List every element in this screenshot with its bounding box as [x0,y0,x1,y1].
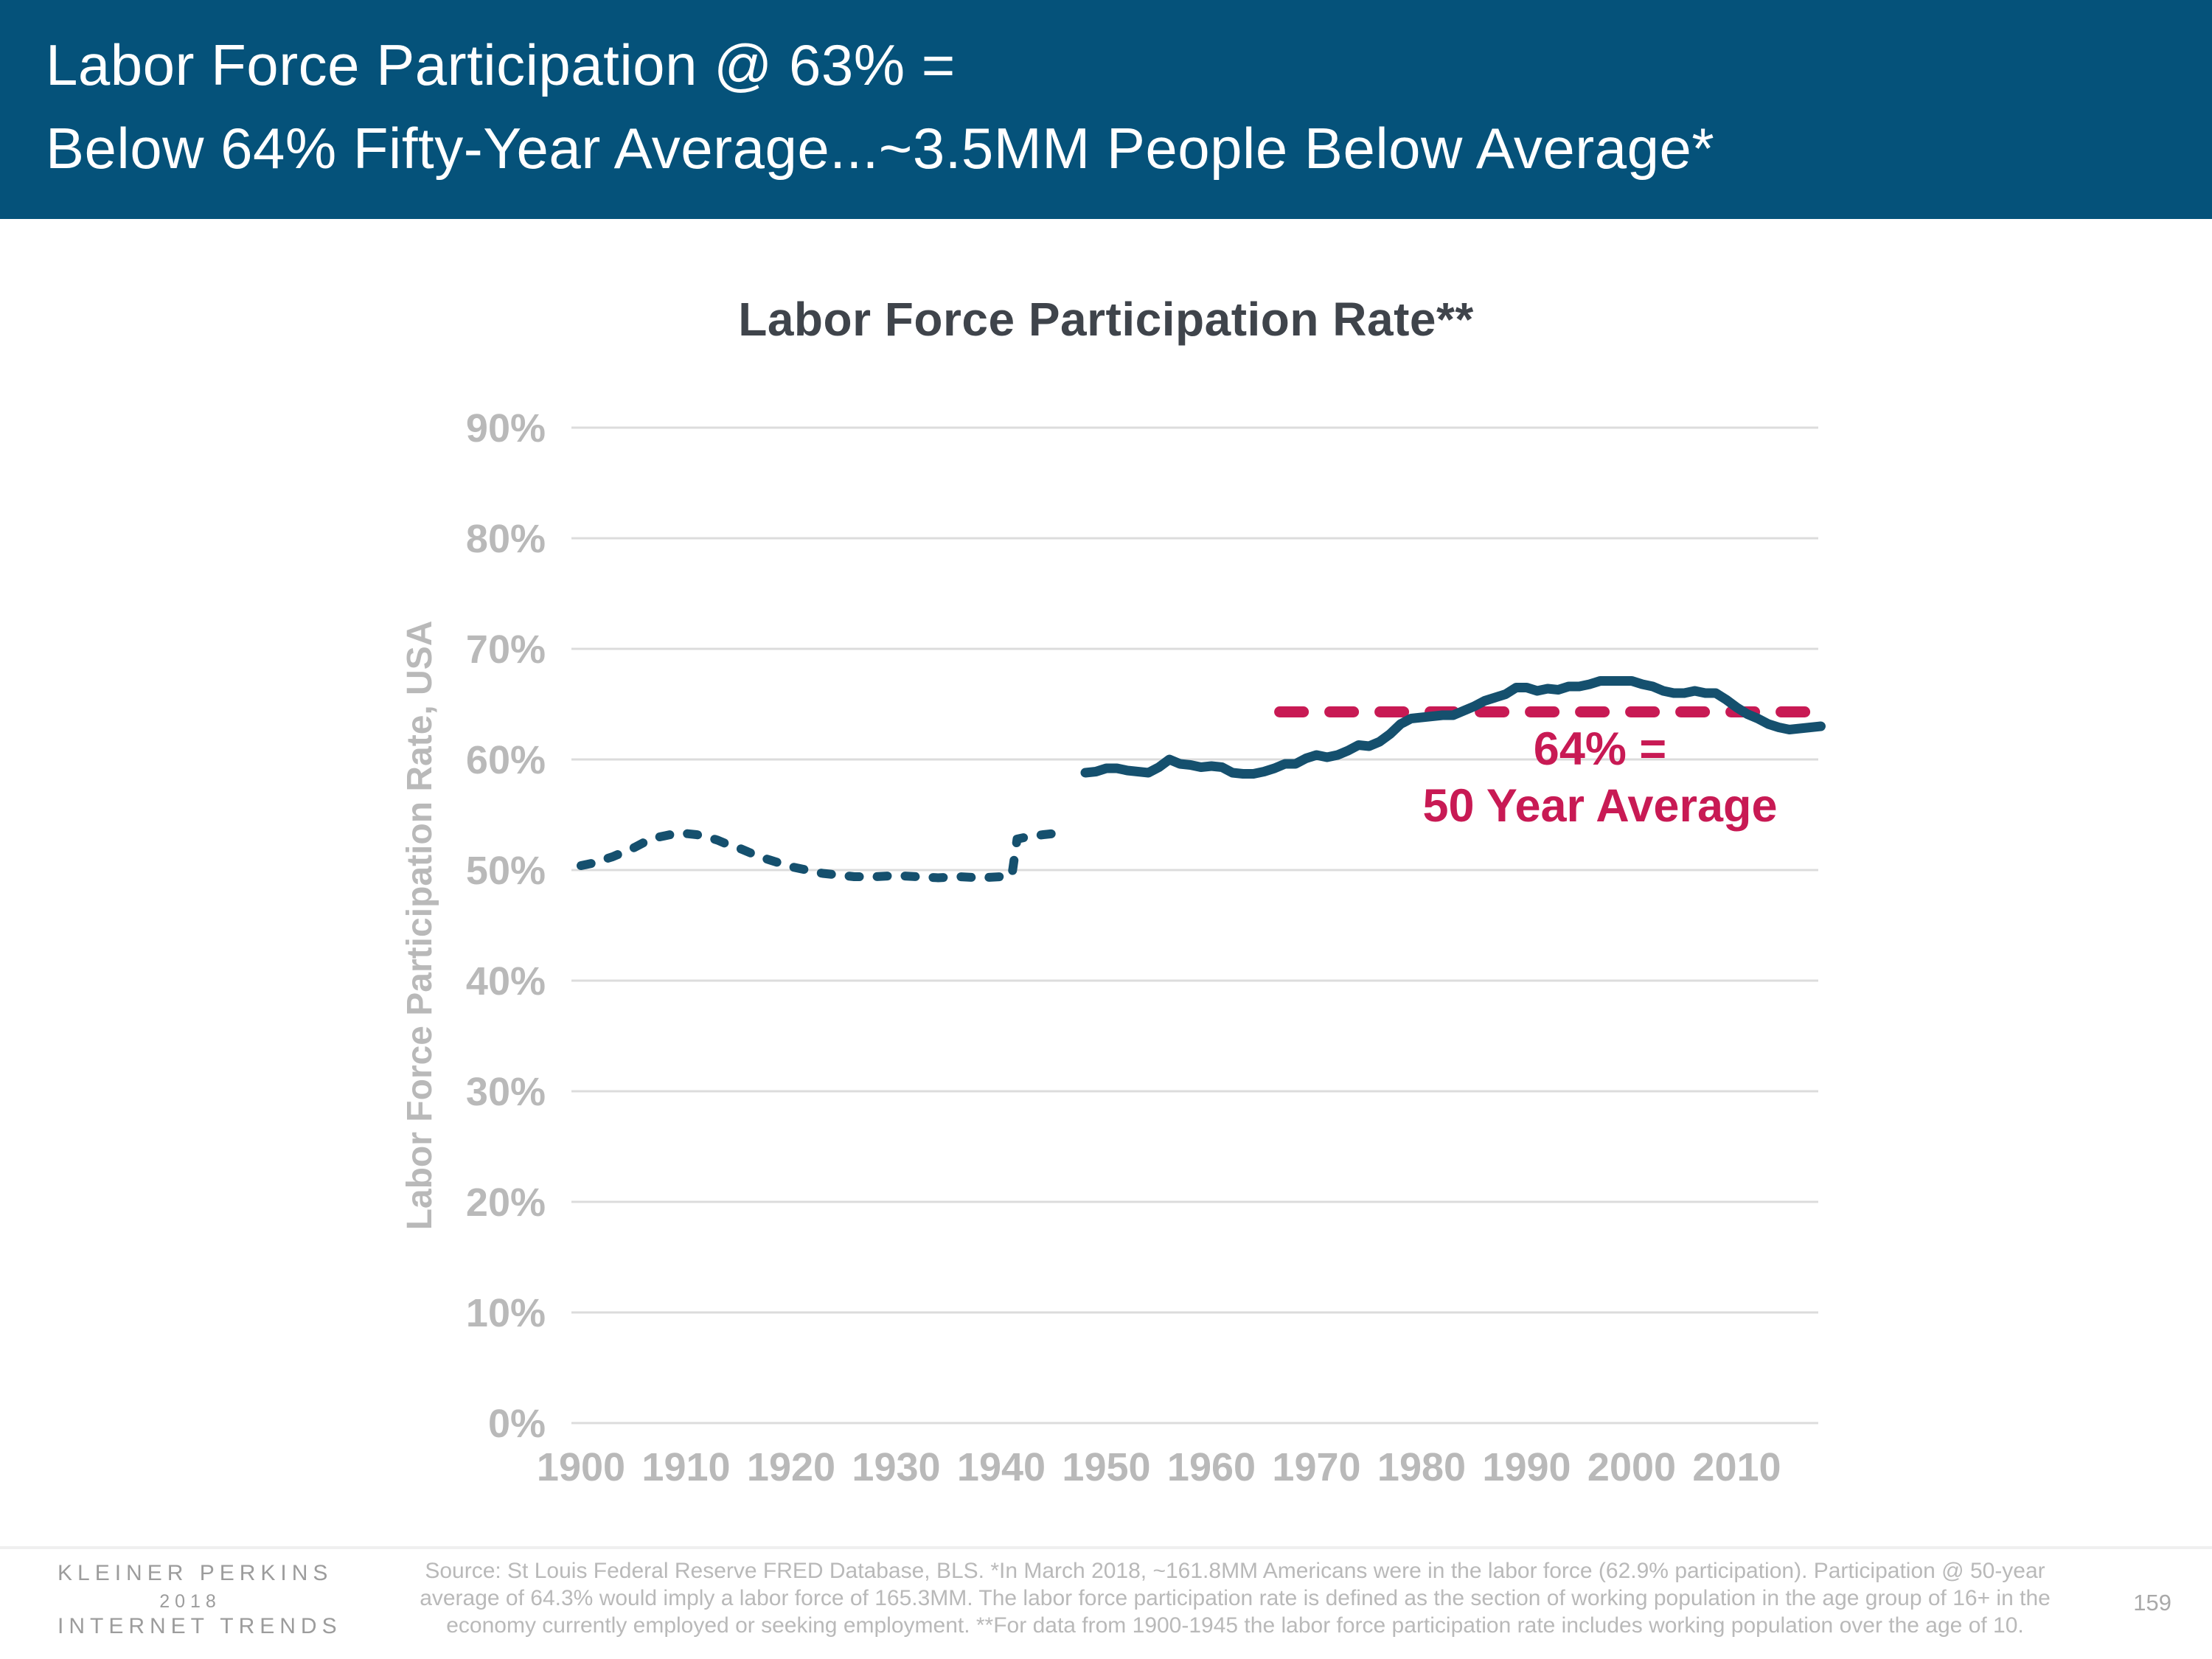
x-tick-label-1960: 1960 [1167,1445,1256,1489]
source-line2: average of 64.3% would imply a labor for… [420,1586,2051,1610]
y-tick-label-90: 90% [466,406,546,451]
x-tick-label-1950: 1950 [1062,1445,1150,1489]
logo-line3: INTERNET TRENDS [58,1614,342,1638]
x-tick-label-1930: 1930 [852,1445,940,1489]
x-tick-label-2000: 2000 [1587,1445,1676,1489]
y-tick-label-60: 60% [466,738,546,782]
average-annotation-line1: 64% = [1533,723,1667,775]
header-banner: Labor Force Participation @ 63% = Below … [0,0,2212,219]
y-tick-label-70: 70% [466,627,546,672]
y-tick-label-0: 0% [488,1402,546,1446]
y-tick-label-20: 20% [466,1180,546,1225]
logo-line1: KLEINER PERKINS [58,1561,333,1585]
kleiner-perkins-logo: KLEINER PERKINS 2018 INTERNET TRENDS [58,1560,342,1640]
header-title-line2: Below 64% Fifty-Year Average...~3.5MM Pe… [46,116,1715,181]
header-title-line1: Labor Force Participation @ 63% = [46,32,956,97]
x-tick-label-2010: 2010 [1692,1445,1781,1489]
x-tick-label-1990: 1990 [1482,1445,1571,1489]
x-tick-label-1980: 1980 [1377,1445,1466,1489]
footer-divider [0,1546,2212,1549]
page-number: 159 [2133,1590,2171,1615]
y-tick-label-80: 80% [466,517,546,561]
y-tick-label-40: 40% [466,959,546,1004]
series-line-modern-solid [1080,676,1826,779]
x-tick-label-1920: 1920 [747,1445,835,1489]
x-tick-label-1970: 1970 [1272,1445,1360,1489]
source-note: Source: St Louis Federal Reserve FRED Da… [413,1557,2057,1639]
x-tick-label-1910: 1910 [641,1445,730,1489]
series-line-historical-dashed [577,829,1059,883]
x-tick-label-1900: 1900 [537,1445,625,1489]
logo-line2: 2018 [159,1591,221,1612]
average-annotation-line2: 50 Year Average [1422,780,1778,832]
y-tick-label-50: 50% [466,849,546,893]
source-line3: economy currently employed or seeking em… [446,1613,2024,1638]
y-tick-label-30: 30% [466,1070,546,1114]
source-line1: Source: St Louis Federal Reserve FRED Da… [425,1559,2045,1583]
x-tick-label-1940: 1940 [957,1445,1046,1489]
average-annotation: 64% = 50 Year Average [1408,721,1792,835]
y-axis-title: Labor Force Participation Rate, USA [400,621,439,1231]
chart-title: Labor Force Participation Rate** [738,293,1474,346]
y-tick-label-10: 10% [466,1291,546,1335]
